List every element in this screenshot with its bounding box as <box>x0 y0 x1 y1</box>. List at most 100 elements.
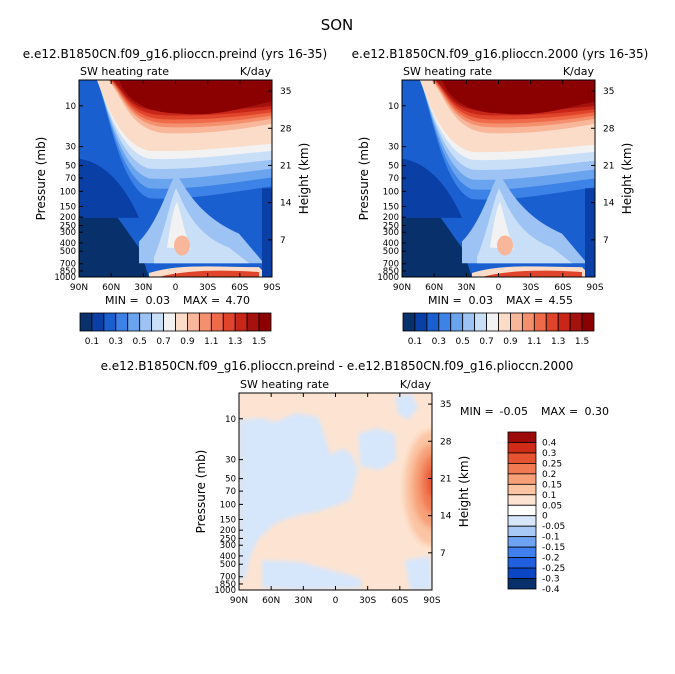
field-south-pole <box>585 188 595 277</box>
y-tick-label: 700 <box>383 260 399 270</box>
panel-right-var-label: SW heating rate <box>403 65 492 78</box>
colorbar-swatch <box>581 312 595 332</box>
diff-negative-patch-east <box>358 428 396 470</box>
colorbar-swatch <box>462 312 476 332</box>
y-tick-label: 300 <box>383 228 399 238</box>
colorbar-swatch <box>175 312 188 332</box>
colorbar-swatch <box>510 312 523 332</box>
colorbar-swatch <box>258 312 272 332</box>
field-low-band-2 <box>79 158 139 218</box>
y-tick-label: 10 <box>65 102 76 112</box>
diff-negative-patch-tr <box>395 394 418 420</box>
colorbar-swatch <box>222 312 236 332</box>
field-trop-max <box>497 235 513 256</box>
y-tick-label: 700 <box>60 260 76 270</box>
y-tick-label: 1000 <box>54 273 76 283</box>
y-tick-label: 70 <box>225 487 236 497</box>
y-tick-label: 1000 <box>377 273 399 283</box>
panel-left-field <box>79 80 272 277</box>
y-right-tick-label: 28 <box>603 124 615 134</box>
panel-diff-title: e.e12.B1850CN.f09_g16.plioccn.preind - e… <box>101 359 574 373</box>
x-tick-label: 30S <box>522 283 539 293</box>
colorbar-swatch <box>127 312 141 332</box>
y-tick-label: 50 <box>225 475 236 485</box>
y-tick-label: 50 <box>65 162 76 172</box>
y-tick-label: 100 <box>220 500 236 510</box>
y-right-tick-label: 7 <box>603 236 609 246</box>
colorbar-swatch <box>79 312 93 332</box>
panel-diff-max-value: 0.30 <box>585 405 610 418</box>
page-title: SON <box>321 16 354 34</box>
y-right-tick-label: 21 <box>603 161 614 171</box>
colorbar-swatch <box>507 483 537 496</box>
y-tick-label: 700 <box>220 573 236 583</box>
panel-left-min-label: MIN = <box>105 294 139 307</box>
field-surface-max <box>159 270 259 277</box>
colorbar-label: -0.4 <box>542 585 560 595</box>
panel-right: e.e12.B1850CN.f09_g16.plioccn.2000 (yrs … <box>352 47 649 347</box>
y-tick-label: 150 <box>220 515 236 525</box>
colorbar-label: 1.3 <box>228 337 242 347</box>
field-low-band <box>79 200 149 277</box>
field-surface-max <box>482 270 582 277</box>
colorbar-swatch <box>507 462 537 475</box>
y-tick-label: 850 <box>383 267 399 277</box>
panel-diff-colorbar: 0.40.30.250.20.150.10.050-0.05-0.1-0.15-… <box>507 431 565 595</box>
colorbar-swatch <box>557 312 571 332</box>
y-tick-label: 30 <box>388 143 399 153</box>
x-tick-label: 30N <box>294 596 312 606</box>
colorbar-label: 0.9 <box>503 337 518 347</box>
colorbar-swatch <box>507 557 537 569</box>
panel-right-title: e.e12.B1850CN.f09_g16.plioccn.2000 (yrs … <box>352 47 649 61</box>
colorbar-label: 0.05 <box>542 501 562 511</box>
panel-diff-min-value: -0.05 <box>500 405 528 418</box>
colorbar-swatch <box>507 525 537 538</box>
x-tick-label: 60N <box>102 283 120 293</box>
colorbar-label: 0.3 <box>542 449 556 459</box>
x-tick-label: 30S <box>199 283 216 293</box>
x-tick-label: 30N <box>134 283 152 293</box>
colorbar-label: 0.2 <box>542 470 556 480</box>
y-axis-label: Pressure (mb) <box>34 137 48 221</box>
diff-max-contour-4 <box>427 466 432 498</box>
y-tick-label: 400 <box>383 239 399 249</box>
colorbar-swatch <box>486 312 499 332</box>
y-tick-label: 400 <box>60 239 76 249</box>
x-tick-label: 90S <box>423 596 440 606</box>
colorbar-label: 0.1 <box>542 491 556 501</box>
colorbar-label: 0.3 <box>432 337 446 347</box>
colorbar-swatch <box>115 312 129 332</box>
x-tick-label: 60S <box>231 283 248 293</box>
diff-negative-patch-br <box>405 556 432 590</box>
x-tick-label: 30N <box>457 283 475 293</box>
panel-diff-field <box>239 393 432 590</box>
x-tick-label: 90S <box>586 283 603 293</box>
panel-right-min-label: MIN = <box>428 294 462 307</box>
y-tick-label: 150 <box>383 202 399 212</box>
colorbar-swatch <box>438 312 452 332</box>
x-tick-label: 60S <box>391 596 408 606</box>
colorbar-label: 0 <box>542 512 548 522</box>
colorbar-swatch <box>198 312 212 332</box>
diff-negative-region <box>239 413 358 582</box>
colorbar-swatch <box>507 431 537 443</box>
y-right-tick-label: 35 <box>603 87 614 97</box>
panel-left: e.e12.B1850CN.f09_g16.plioccn.preind (yr… <box>23 47 327 347</box>
colorbar-swatch <box>521 312 535 332</box>
diff-negative-patch-low <box>262 560 362 590</box>
colorbar-label: 0.5 <box>456 337 470 347</box>
colorbar-swatch <box>151 312 164 332</box>
y-tick-label: 850 <box>220 580 236 590</box>
panel-right-units-label: K/day <box>563 65 595 78</box>
colorbar-label: 0.9 <box>180 337 195 347</box>
colorbar-swatch <box>246 312 260 332</box>
panel-difference: e.e12.B1850CN.f09_g16.plioccn.preind - e… <box>101 359 609 606</box>
x-tick-label: 60S <box>554 283 571 293</box>
colorbar-swatch <box>507 546 537 559</box>
y-tick-label: 1000 <box>214 586 236 596</box>
panel-left-colorbar: 0.1 0.3 0.5 0.7 0.9 1.1 1.3 1.5 <box>79 312 272 347</box>
y-right-axis-label: Height (km) <box>457 456 471 527</box>
colorbar-swatch <box>507 504 537 517</box>
y-tick-label: 250 <box>60 221 76 231</box>
